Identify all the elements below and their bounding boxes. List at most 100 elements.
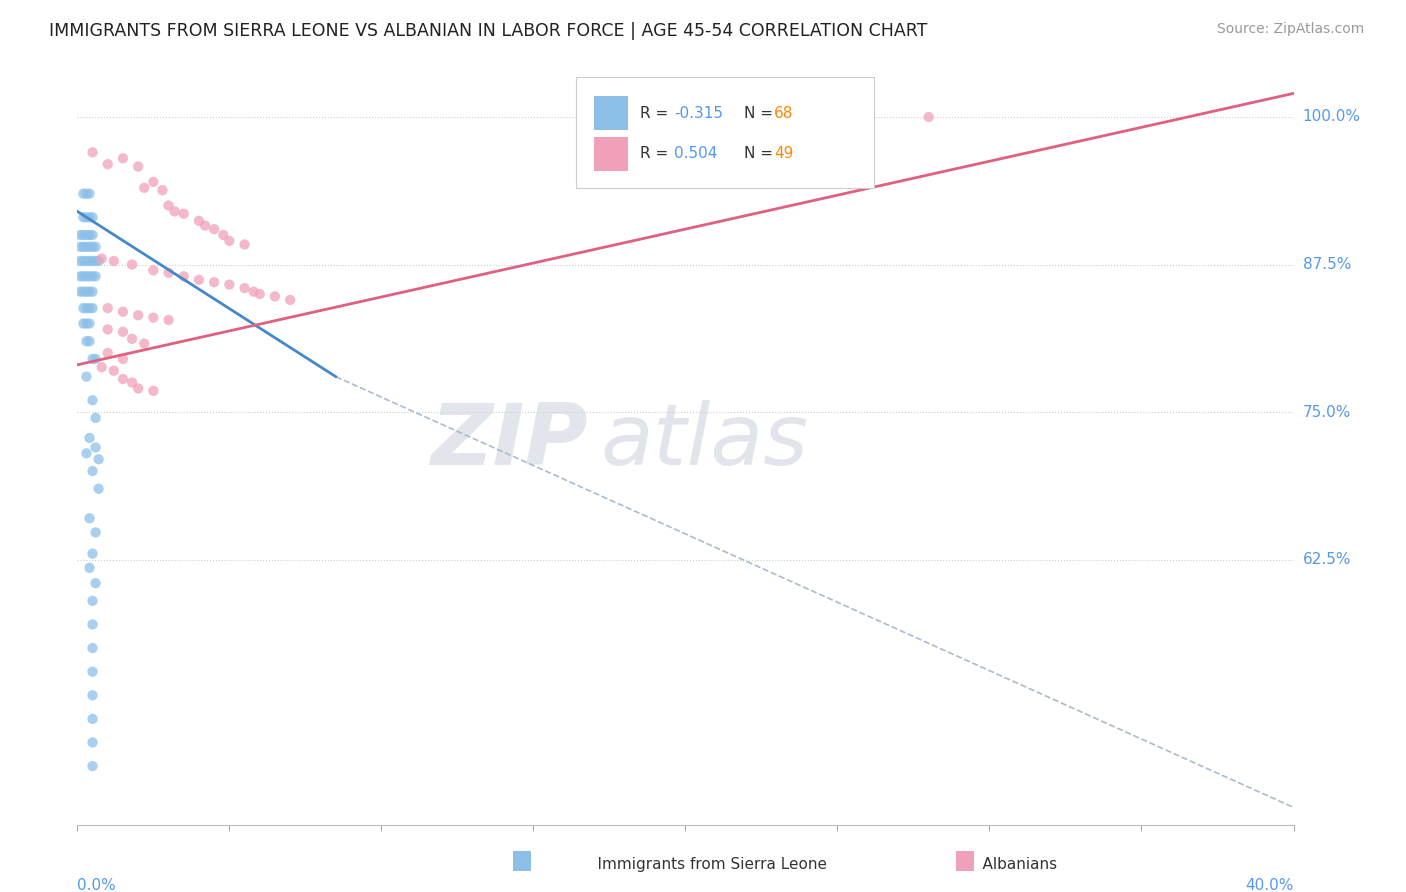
- Point: [82, 240, 104, 254]
- Point: [82, 301, 104, 315]
- Point: [121, 258, 143, 272]
- Point: [82, 665, 104, 679]
- Point: [82, 688, 104, 702]
- Point: [87, 254, 110, 268]
- Point: [157, 313, 180, 327]
- Point: [134, 181, 156, 195]
- Point: [82, 594, 104, 608]
- Point: [111, 372, 134, 386]
- Point: [127, 308, 149, 322]
- Point: [87, 452, 110, 467]
- Point: [79, 227, 101, 242]
- Point: [82, 393, 104, 408]
- Point: [82, 285, 104, 299]
- Point: [82, 759, 104, 773]
- Point: [79, 431, 101, 445]
- Point: [75, 317, 97, 331]
- Point: [82, 254, 104, 268]
- Text: ZIP: ZIP: [430, 400, 588, 483]
- Point: [79, 269, 101, 284]
- Point: [79, 254, 101, 268]
- Point: [84, 576, 107, 591]
- Point: [82, 617, 104, 632]
- Point: [79, 511, 101, 525]
- FancyBboxPatch shape: [595, 96, 628, 130]
- Point: [72, 301, 94, 315]
- Point: [75, 227, 97, 242]
- Point: [97, 322, 120, 336]
- Point: [163, 204, 186, 219]
- Text: N =: N =: [744, 146, 778, 161]
- Point: [75, 334, 97, 349]
- Point: [111, 304, 134, 318]
- Text: atlas: atlas: [600, 400, 808, 483]
- Point: [84, 411, 107, 425]
- Point: [72, 211, 94, 225]
- Point: [72, 240, 94, 254]
- Point: [264, 289, 287, 303]
- Text: 100.0%: 100.0%: [1302, 110, 1361, 125]
- Point: [142, 310, 165, 325]
- Point: [111, 151, 134, 165]
- Point: [97, 346, 120, 360]
- FancyBboxPatch shape: [956, 851, 974, 871]
- Text: R =: R =: [640, 106, 673, 120]
- Point: [134, 336, 156, 351]
- Point: [218, 277, 240, 292]
- FancyBboxPatch shape: [576, 77, 875, 188]
- Point: [233, 237, 256, 252]
- Text: 68: 68: [775, 106, 793, 120]
- Point: [75, 285, 97, 299]
- Point: [121, 376, 143, 390]
- Text: 0.0%: 0.0%: [77, 879, 117, 892]
- Point: [173, 269, 195, 284]
- Text: 40.0%: 40.0%: [1246, 879, 1294, 892]
- Point: [242, 285, 264, 299]
- Point: [82, 227, 104, 242]
- Point: [72, 285, 94, 299]
- Point: [202, 222, 225, 236]
- Text: Albanians: Albanians: [963, 857, 1057, 872]
- Point: [82, 269, 104, 284]
- Point: [82, 712, 104, 726]
- Point: [79, 211, 101, 225]
- Point: [82, 211, 104, 225]
- Point: [82, 547, 104, 561]
- Text: 87.5%: 87.5%: [1302, 257, 1351, 272]
- Point: [157, 266, 180, 280]
- Point: [127, 160, 149, 174]
- Text: Immigrants from Sierra Leone: Immigrants from Sierra Leone: [578, 857, 828, 872]
- Text: 49: 49: [775, 146, 793, 161]
- Point: [90, 360, 112, 375]
- Point: [84, 441, 107, 455]
- Point: [75, 446, 97, 460]
- Point: [90, 252, 112, 266]
- Text: Source: ZipAtlas.com: Source: ZipAtlas.com: [1216, 22, 1364, 37]
- Point: [87, 482, 110, 496]
- Point: [233, 281, 256, 295]
- Text: 0.504: 0.504: [675, 146, 718, 161]
- Point: [152, 183, 174, 197]
- Point: [212, 227, 235, 242]
- Text: IMMIGRANTS FROM SIERRA LEONE VS ALBANIAN IN LABOR FORCE | AGE 45-54 CORRELATION : IMMIGRANTS FROM SIERRA LEONE VS ALBANIAN…: [49, 22, 928, 40]
- Point: [79, 334, 101, 349]
- Point: [75, 301, 97, 315]
- Point: [84, 525, 107, 540]
- Point: [69, 240, 91, 254]
- Point: [142, 384, 165, 398]
- Point: [72, 269, 94, 284]
- Point: [69, 254, 91, 268]
- Point: [75, 240, 97, 254]
- Point: [84, 254, 107, 268]
- Point: [69, 285, 91, 299]
- Point: [79, 317, 101, 331]
- FancyBboxPatch shape: [513, 851, 531, 871]
- Point: [69, 269, 91, 284]
- Text: 62.5%: 62.5%: [1302, 552, 1351, 567]
- Text: N =: N =: [744, 106, 778, 120]
- Point: [69, 227, 91, 242]
- Point: [918, 110, 941, 124]
- Point: [103, 254, 125, 268]
- Point: [75, 269, 97, 284]
- Point: [97, 301, 120, 315]
